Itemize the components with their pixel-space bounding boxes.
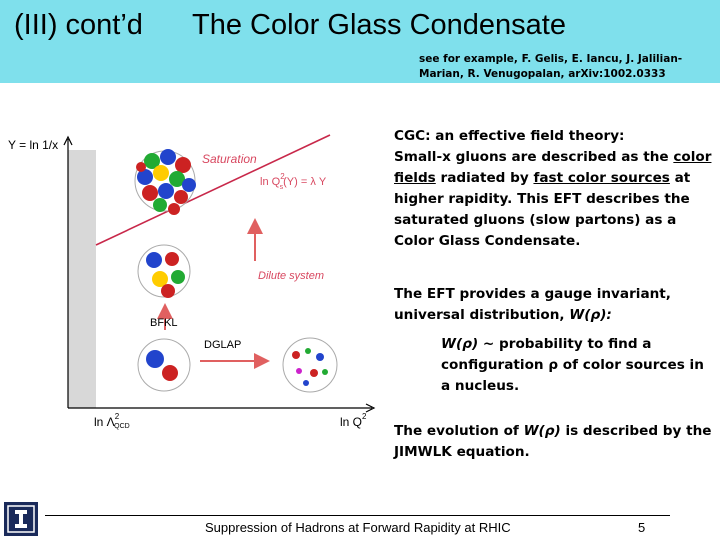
evolution-paragraph: The evolution of W(ρ) is described by th… (394, 423, 712, 460)
reference-note: see for example, F. Gelis, E. Iancu, J. … (419, 53, 683, 80)
saturation-line (95, 134, 331, 246)
dilute-nucleus (137, 244, 191, 298)
small-nucleus (137, 338, 191, 392)
saturated-nucleus (134, 149, 196, 215)
cgc-diagram: Y = ln 1/x ln Λ2 QCD ln Q2 Saturation ln … (8, 134, 376, 430)
resolved-nucleus (282, 337, 338, 393)
fast-color-sources-term: fast color sources (533, 170, 670, 186)
color-fields-term: color fields (394, 149, 712, 186)
page-number: 5 (638, 520, 646, 535)
university-logo (4, 502, 38, 536)
dilute-label: Dilute system (258, 270, 324, 282)
eft-paragraph: The EFT provides a gauge invariant, univ… (394, 286, 671, 323)
w-definition: W(ρ) ~ probability to find a configurati… (441, 336, 704, 394)
origin-label: ln Λ2 QCD (94, 412, 130, 430)
p1-heading: CGC: an effective field theory: (394, 128, 625, 144)
footer-divider (45, 515, 670, 516)
section-label: (III) cont’d (14, 9, 143, 41)
slide-title: The Color Glass Condensate (192, 9, 566, 41)
nonperturbative-band (68, 150, 96, 408)
saturation-label: Saturation (202, 152, 257, 166)
saturation-equation: ln Q2 s(Y) = λ Y (260, 172, 327, 191)
x-axis-label: ln Q2 (340, 412, 367, 429)
cgc-paragraph: CGC: an effective field theory: Small-x … (394, 128, 712, 249)
footer-title: Suppression of Hadrons at Forward Rapidi… (205, 520, 511, 535)
w-rho-term: W(ρ): (569, 307, 612, 323)
y-axis-label: Y = ln 1/x (8, 138, 58, 152)
header-bar: (III) cont’d The Color Glass Condensate … (0, 0, 720, 83)
bfkl-label: BFKL (150, 317, 178, 329)
dglap-label: DGLAP (204, 339, 241, 351)
